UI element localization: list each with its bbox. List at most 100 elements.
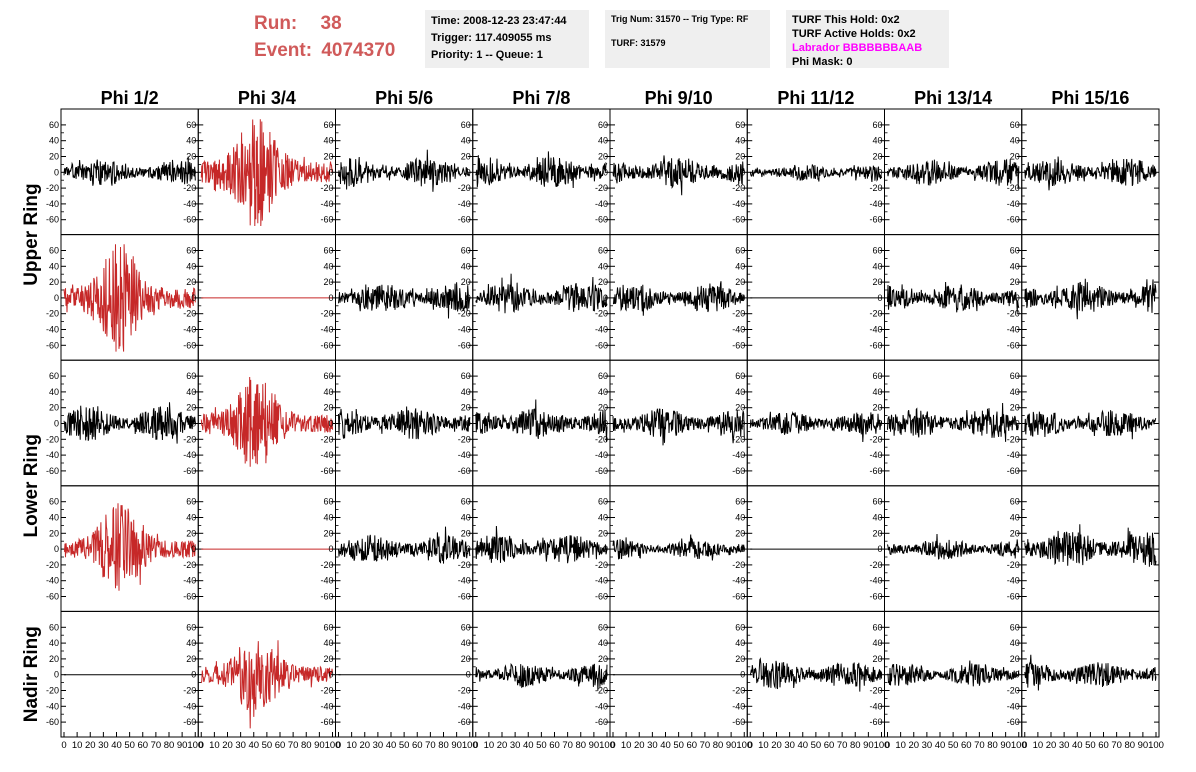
y-tick-label: 40 bbox=[598, 261, 608, 271]
y-tick-label: -20 bbox=[1007, 309, 1020, 319]
y-tick-label: 0 bbox=[54, 670, 59, 680]
y-tick-label: -20 bbox=[732, 309, 745, 319]
y-tick-label: 60 bbox=[323, 371, 333, 381]
y-tick-label: -20 bbox=[46, 183, 59, 193]
x-tick-label: 60 bbox=[549, 740, 560, 751]
y-tick-label: -60 bbox=[869, 717, 882, 727]
y-tick-label: -60 bbox=[46, 592, 59, 602]
y-tick-label: -60 bbox=[46, 466, 59, 476]
y-tick-label: -20 bbox=[46, 309, 59, 319]
y-tick-label: -40 bbox=[595, 450, 608, 460]
y-tick-label: 0 bbox=[1015, 167, 1020, 177]
waveform-panel: -60 -40 -20 0 20 40 60 bbox=[732, 610, 885, 738]
x-tick-label: 10 bbox=[1033, 740, 1044, 751]
y-tick-label: 60 bbox=[49, 622, 59, 632]
y-tick-label: 0 bbox=[466, 167, 471, 177]
x-tick-label: 60 bbox=[686, 740, 697, 751]
y-tick-label: -20 bbox=[46, 686, 59, 696]
y-tick-label: -40 bbox=[732, 199, 745, 209]
y-tick-label: 60 bbox=[323, 497, 333, 507]
y-tick-label: 0 bbox=[877, 670, 882, 680]
y-tick-label: -60 bbox=[183, 717, 196, 727]
y-tick-label: 40 bbox=[872, 513, 882, 523]
turf-info-box: TURF This Hold: 0x2 TURF Active Holds: 0… bbox=[786, 10, 949, 68]
y-tick-label: 20 bbox=[186, 528, 196, 538]
waveform-trace bbox=[338, 526, 471, 564]
x-tick-label: 70 bbox=[151, 740, 162, 751]
x-tick-label: 0 bbox=[610, 740, 615, 751]
y-tick-label: -20 bbox=[869, 686, 882, 696]
y-tick-label: 40 bbox=[49, 136, 59, 146]
waveform-trace bbox=[1024, 409, 1157, 440]
y-tick-label: -60 bbox=[595, 340, 608, 350]
y-tick-label: 0 bbox=[740, 293, 745, 303]
y-tick-label: -60 bbox=[1007, 717, 1020, 727]
waveform-trace bbox=[200, 640, 333, 729]
y-tick-label: 60 bbox=[461, 246, 471, 256]
waveform-panel: -60 -40 -20 0 20 40 60 bbox=[595, 234, 748, 361]
y-tick-label: -20 bbox=[183, 686, 196, 696]
y-tick-label: 20 bbox=[49, 152, 59, 162]
x-tick-label: 50 bbox=[673, 740, 684, 751]
y-tick-label: -40 bbox=[320, 701, 333, 711]
column-header: Phi 13/14 bbox=[914, 88, 992, 108]
x-tick-label: 60 bbox=[824, 740, 835, 751]
y-tick-label: -60 bbox=[1007, 215, 1020, 225]
waveform-panel: -60 -40 -20 0 20 40 60 bbox=[595, 610, 748, 738]
y-tick-label: 20 bbox=[735, 403, 745, 413]
y-tick-label: 0 bbox=[740, 670, 745, 680]
y-tick-label: 0 bbox=[877, 544, 882, 554]
y-tick-label: -20 bbox=[869, 560, 882, 570]
y-tick-label: 60 bbox=[598, 497, 608, 507]
x-tick-label: 100 bbox=[599, 740, 615, 751]
y-tick-label: -60 bbox=[595, 466, 608, 476]
x-tick-label: 0 bbox=[748, 740, 753, 751]
y-tick-label: 0 bbox=[1015, 670, 1020, 680]
y-tick-label: -60 bbox=[183, 466, 196, 476]
y-tick-label: -60 bbox=[183, 592, 196, 602]
waveform-panel: -60 -40 -20 0 20 40 60 bbox=[732, 108, 885, 236]
y-tick-label: -40 bbox=[320, 325, 333, 335]
x-tick-label: 10 bbox=[484, 740, 495, 751]
waveform-trace bbox=[338, 149, 471, 192]
x-tick-label: 80 bbox=[301, 740, 312, 751]
waveform-panel: -60 -40 -20 0 20 40 60 bbox=[458, 359, 611, 487]
y-tick-label: 20 bbox=[49, 277, 59, 287]
y-tick-label: 60 bbox=[461, 371, 471, 381]
waveform-panel: -60 -40 -20 0 20 40 60 bbox=[869, 485, 1023, 612]
x-tick-label: 50 bbox=[811, 740, 822, 751]
x-tick-label: 40 bbox=[660, 740, 671, 751]
y-tick-label: -60 bbox=[458, 717, 471, 727]
waveform-panel: -60 -40 -20 0 20 40 60 bbox=[458, 485, 611, 612]
y-tick-label: -20 bbox=[46, 434, 59, 444]
y-tick-label: -20 bbox=[869, 434, 882, 444]
y-tick-label: 0 bbox=[328, 670, 333, 680]
x-tick-label: 90 bbox=[726, 740, 737, 751]
y-tick-label: 20 bbox=[1010, 277, 1020, 287]
y-tick-label: 20 bbox=[872, 277, 882, 287]
y-tick-label: 40 bbox=[872, 638, 882, 648]
y-tick-label: 40 bbox=[1010, 136, 1020, 146]
y-tick-label: -40 bbox=[183, 325, 196, 335]
y-tick-label: 40 bbox=[49, 387, 59, 397]
y-tick-label: -40 bbox=[732, 450, 745, 460]
y-tick-label: 60 bbox=[735, 622, 745, 632]
x-tick-label: 10 bbox=[209, 740, 220, 751]
y-tick-label: -20 bbox=[595, 686, 608, 696]
y-tick-label: 60 bbox=[735, 246, 745, 256]
y-tick-label: -20 bbox=[320, 309, 333, 319]
y-tick-label: 20 bbox=[323, 654, 333, 664]
y-tick-label: 40 bbox=[186, 136, 196, 146]
waveform-trace bbox=[1024, 278, 1157, 320]
waveform-trace bbox=[887, 158, 1020, 188]
y-tick-label: 60 bbox=[1010, 371, 1020, 381]
y-tick-label: 40 bbox=[735, 261, 745, 271]
y-tick-label: -40 bbox=[320, 199, 333, 209]
priority-text: Priority: 1 -- Queue: 1 bbox=[431, 49, 543, 61]
y-tick-label: -40 bbox=[46, 576, 59, 586]
y-tick-label: 0 bbox=[603, 544, 608, 554]
time-info-box: Time: 2008-12-23 23:47:44 Trigger: 117.4… bbox=[425, 10, 589, 68]
y-tick-label: 0 bbox=[54, 419, 59, 429]
y-tick-label: 60 bbox=[872, 497, 882, 507]
y-tick-label: 40 bbox=[323, 638, 333, 648]
